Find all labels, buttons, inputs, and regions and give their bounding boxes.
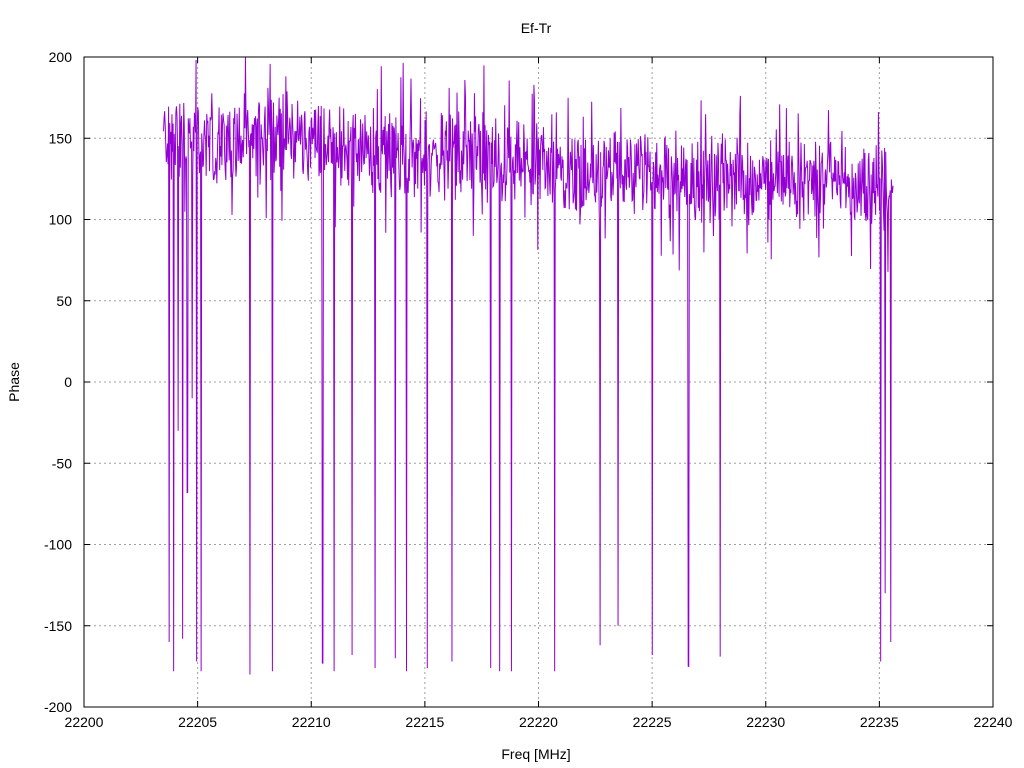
x-tick-label: 22230: [746, 714, 785, 730]
series-layer: [163, 56, 894, 675]
y-tick-label: -150: [44, 618, 72, 634]
series-line: [163, 56, 894, 675]
y-tick-label: 200: [49, 49, 73, 65]
x-tick-label: 22225: [633, 714, 672, 730]
y-tick-label: 50: [56, 293, 72, 309]
x-tick-label: 22235: [860, 714, 899, 730]
x-axis-label: Freq [MHz]: [501, 746, 570, 762]
x-tick-label: 22240: [974, 714, 1013, 730]
x-tick-label: 22200: [65, 714, 104, 730]
x-tick-label: 22220: [519, 714, 558, 730]
y-tick-label: -50: [52, 455, 72, 471]
x-tick-label: 22215: [405, 714, 444, 730]
y-tick-label: 100: [49, 212, 73, 228]
y-tick-label: 0: [64, 374, 72, 390]
x-tick-label: 22205: [178, 714, 217, 730]
chart-title: Ef-Tr: [521, 20, 552, 36]
axis-ticks: 22200 22205 22210 22215 22220 22225 22230 22235…: [44, 49, 1013, 730]
y-tick-label: 150: [49, 130, 73, 146]
y-axis-label: Phase: [6, 362, 22, 402]
y-tick-label: -100: [44, 537, 72, 553]
x-tick-label: 22210: [292, 714, 331, 730]
y-tick-label: -200: [44, 699, 72, 715]
